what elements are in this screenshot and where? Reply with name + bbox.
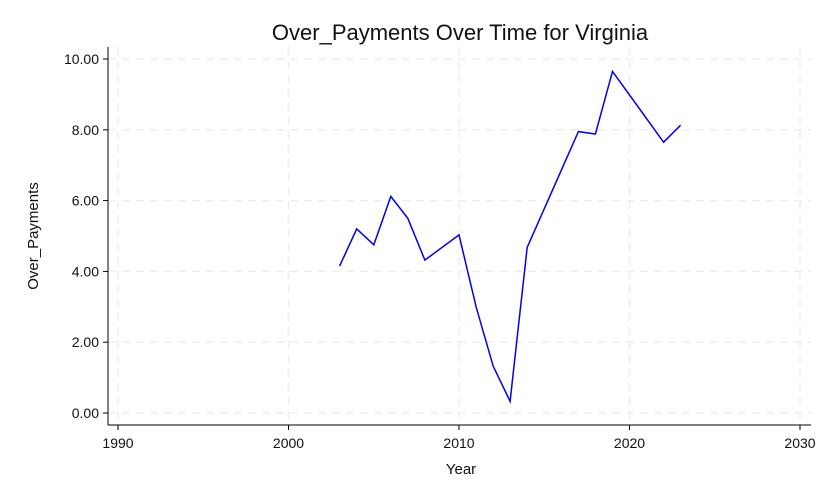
ticks: 1990 2000 2010 2020 2030 0.00 2.00 4.00 6.00 8.00… [64,51,816,451]
chart-title: Over_Payments Over Time for Virginia [272,20,649,45]
series-layer [338,69,682,404]
gridlines [108,47,811,425]
y-tick-label-2: 2.00 [72,334,99,350]
y-tick-label-0: 0.00 [72,405,99,421]
y-tick-label-10: 10.00 [64,51,99,67]
y-tick-label-4: 4.00 [72,263,99,279]
x-axis-label: Year [446,461,476,478]
y-tick-label-8: 8.00 [72,122,99,138]
x-tick-label-1990: 1990 [102,435,133,451]
series-line-0 [338,69,682,404]
y-tick-label-6: 6.00 [72,193,99,209]
x-tick-label-2000: 2000 [273,435,304,451]
y-axis-label: Over_Payments [25,182,42,290]
x-tick-label-2020: 2020 [614,435,645,451]
x-tick-label-2030: 2030 [784,435,815,451]
x-tick-label-2010: 2010 [443,435,474,451]
